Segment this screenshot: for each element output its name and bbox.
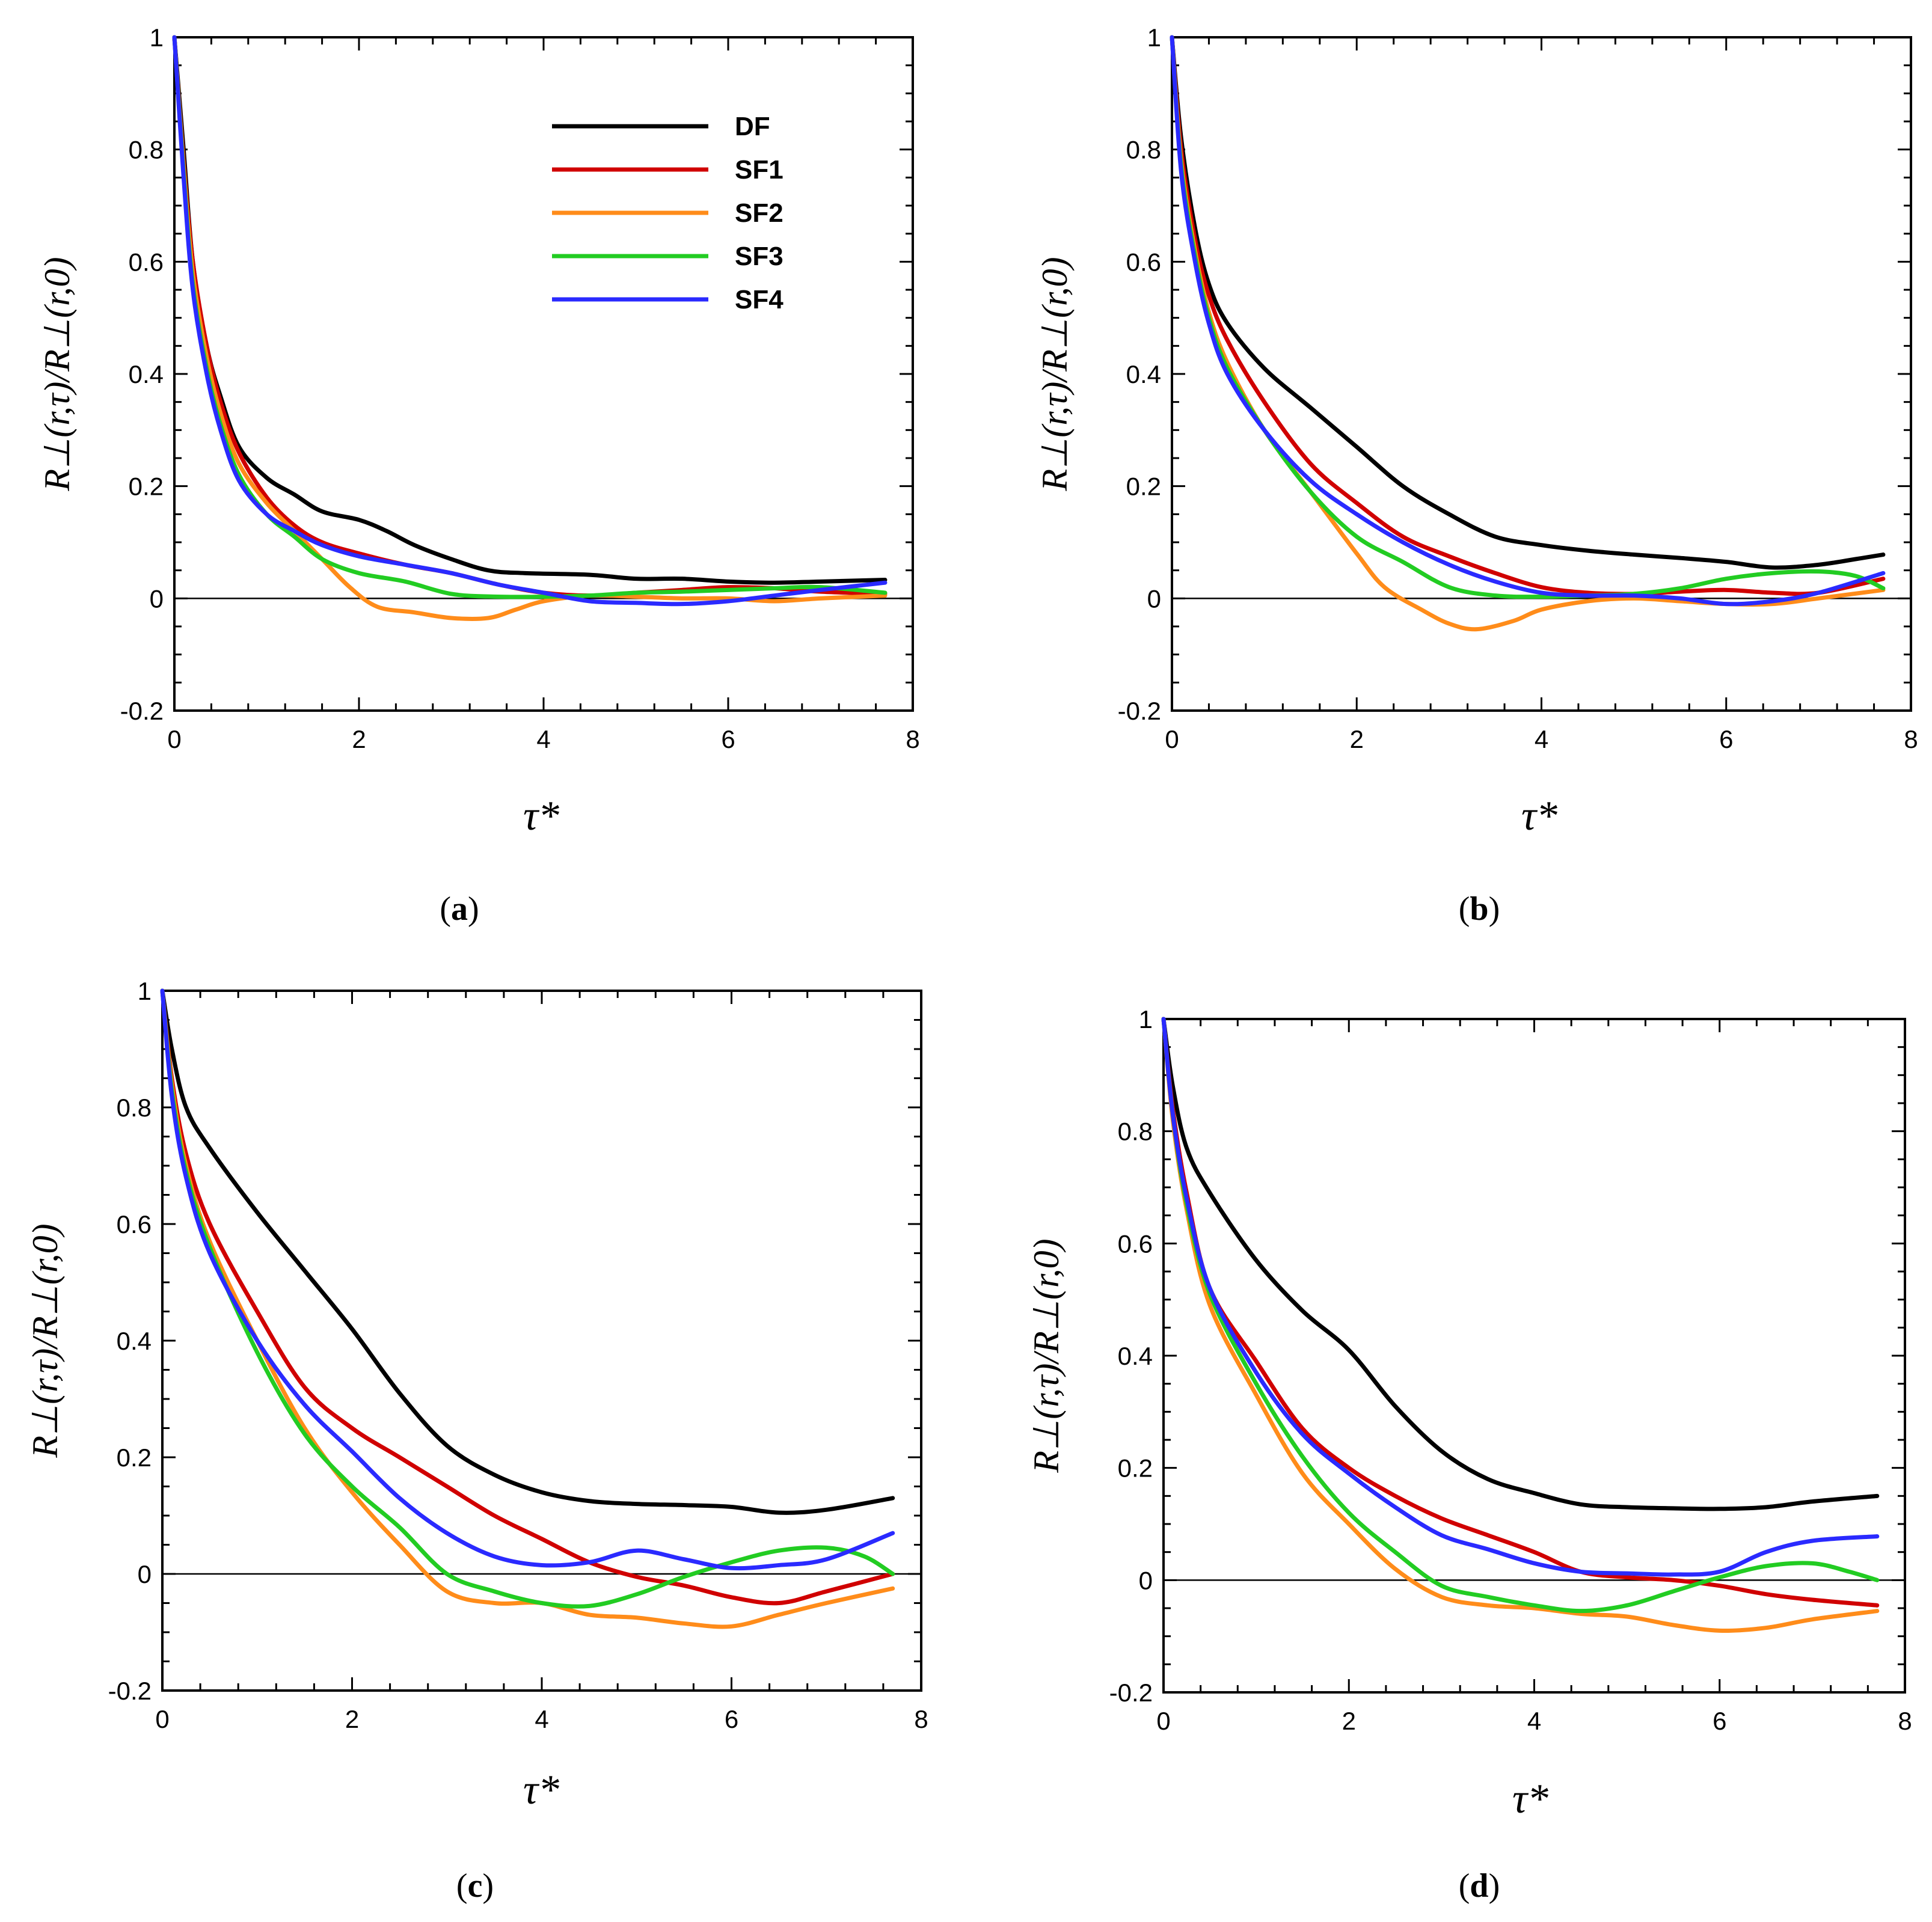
y-tick-label: 1	[1139, 1005, 1153, 1033]
x-tick-label: 2	[1350, 725, 1364, 753]
y-axis-label: R⊥(r,τ)/R⊥(r,0)	[37, 257, 77, 491]
series-line-sf2	[1170, 35, 1886, 632]
panel-d: 0 2 4 6 8-0.200.20.40.60.81R⊥(r,τ)/R⊥(r,0)τ*…	[1026, 1005, 1912, 1905]
legend-label-df: DF	[735, 112, 770, 141]
x-axis-label: τ*	[1512, 1776, 1548, 1822]
series-line-sf2	[1161, 1017, 1880, 1633]
x-tick-label: 4	[536, 725, 550, 753]
series-line-df	[1170, 35, 1886, 570]
series-line-sf1	[1170, 35, 1886, 596]
y-tick-label: 0	[150, 584, 164, 613]
series-line-df	[160, 988, 895, 1515]
x-axis-label: τ*	[1521, 793, 1557, 839]
x-tick-label: 4	[1527, 1707, 1541, 1735]
legend-label-sf4: SF4	[735, 285, 784, 314]
legend-label-sf3: SF3	[735, 242, 784, 271]
y-tick-label: 0.8	[1118, 1118, 1153, 1146]
x-tick-label: 2	[345, 1705, 359, 1733]
x-axis-label: τ*	[523, 1767, 559, 1813]
y-tick-label: 0.4	[1118, 1342, 1153, 1370]
series-line-sf1	[1161, 1017, 1880, 1608]
y-tick-label: 0.4	[129, 360, 164, 388]
series-line-sf4	[1161, 1017, 1880, 1577]
x-tick-label: 8	[906, 725, 919, 753]
x-tick-label: 2	[1342, 1707, 1356, 1735]
x-tick-label: 2	[352, 725, 366, 753]
x-tick-label: 8	[1898, 1707, 1912, 1735]
panel-caption: (c)	[456, 1867, 494, 1905]
y-tick-label: 0	[138, 1560, 152, 1588]
y-tick-label: 0.6	[1126, 248, 1161, 276]
series-line-sf1	[172, 35, 888, 598]
y-axis-label: R⊥(r,τ)/R⊥(r,0)	[1026, 1238, 1066, 1473]
legend-label-sf2: SF2	[735, 198, 784, 228]
y-tick-label: -0.2	[1109, 1679, 1153, 1707]
x-axis-label: τ*	[523, 793, 559, 839]
y-tick-label: 0.2	[117, 1443, 152, 1472]
y-tick-label: 0.6	[1118, 1229, 1153, 1258]
y-tick-label: 0.8	[1126, 136, 1161, 164]
x-tick-label: 4	[535, 1705, 548, 1733]
y-tick-label: 0	[1139, 1566, 1153, 1594]
y-tick-label: 0.4	[1126, 360, 1161, 388]
x-tick-label: 6	[1713, 1707, 1726, 1735]
series-line-sf3	[1161, 1017, 1880, 1614]
series-line-sf4	[160, 988, 895, 1571]
y-tick-label: 0.6	[117, 1210, 152, 1238]
y-tick-label: 1	[138, 977, 152, 1005]
x-tick-label: 8	[914, 1705, 928, 1733]
y-tick-label: 0.4	[117, 1327, 152, 1355]
y-axis-label: R⊥(r,τ)/R⊥(r,0)	[1035, 257, 1075, 491]
x-tick-label: 4	[1535, 725, 1548, 753]
series-line-sf1	[160, 988, 895, 1606]
series-line-sf3	[160, 988, 895, 1609]
series-line-sf4	[172, 35, 888, 607]
series-line-sf2	[172, 35, 888, 621]
x-tick-label: 6	[725, 1705, 738, 1733]
plot-frame	[173, 36, 914, 712]
x-tick-label: 6	[721, 725, 735, 753]
x-tick-label: 0	[1165, 725, 1179, 753]
x-tick-label: 6	[1719, 725, 1733, 753]
y-tick-label: 0.2	[1118, 1454, 1153, 1483]
series-line-sf4	[1170, 35, 1886, 607]
y-tick-label: 0.6	[129, 248, 164, 276]
x-tick-label: 0	[167, 725, 181, 753]
y-tick-label: -0.2	[108, 1677, 152, 1705]
series-line-sf3	[1170, 35, 1886, 599]
y-tick-label: -0.2	[120, 697, 164, 725]
x-tick-label: 0	[155, 1705, 169, 1733]
panel-caption: (b)	[1459, 890, 1500, 928]
series-line-df	[1161, 1017, 1880, 1511]
y-tick-label: -0.2	[1118, 697, 1161, 725]
y-tick-label: 0.8	[117, 1094, 152, 1122]
y-tick-label: 1	[150, 23, 164, 52]
panel-a: 0 2 4 6 8-0.200.20.40.60.81R⊥(r,τ)/R⊥(r,0)τ*…	[37, 23, 920, 928]
x-tick-label: 0	[1156, 1707, 1170, 1735]
legend: DF SF1 SF2 SF3 SF4	[552, 112, 784, 314]
panel-b: 0 2 4 6 8-0.200.20.40.60.81R⊥(r,τ)/R⊥(r,0)τ*…	[1035, 23, 1918, 928]
y-tick-label: 0.2	[1126, 473, 1161, 501]
y-tick-label: 0.8	[129, 136, 164, 164]
panel-caption: (a)	[440, 890, 479, 928]
plot-frame	[1162, 1018, 1906, 1694]
y-axis-label: R⊥(r,τ)/R⊥(r,0)	[25, 1223, 65, 1458]
y-tick-label: 0.2	[129, 473, 164, 501]
x-tick-label: 8	[1904, 725, 1918, 753]
legend-label-sf1: SF1	[735, 155, 784, 185]
panel-c: 0 2 4 6 8-0.200.20.40.60.81R⊥(r,τ)/R⊥(r,0)τ*…	[25, 977, 928, 1905]
panel-caption: (d)	[1459, 1867, 1500, 1905]
y-tick-label: 1	[1147, 23, 1161, 52]
y-tick-label: 0	[1147, 584, 1161, 613]
